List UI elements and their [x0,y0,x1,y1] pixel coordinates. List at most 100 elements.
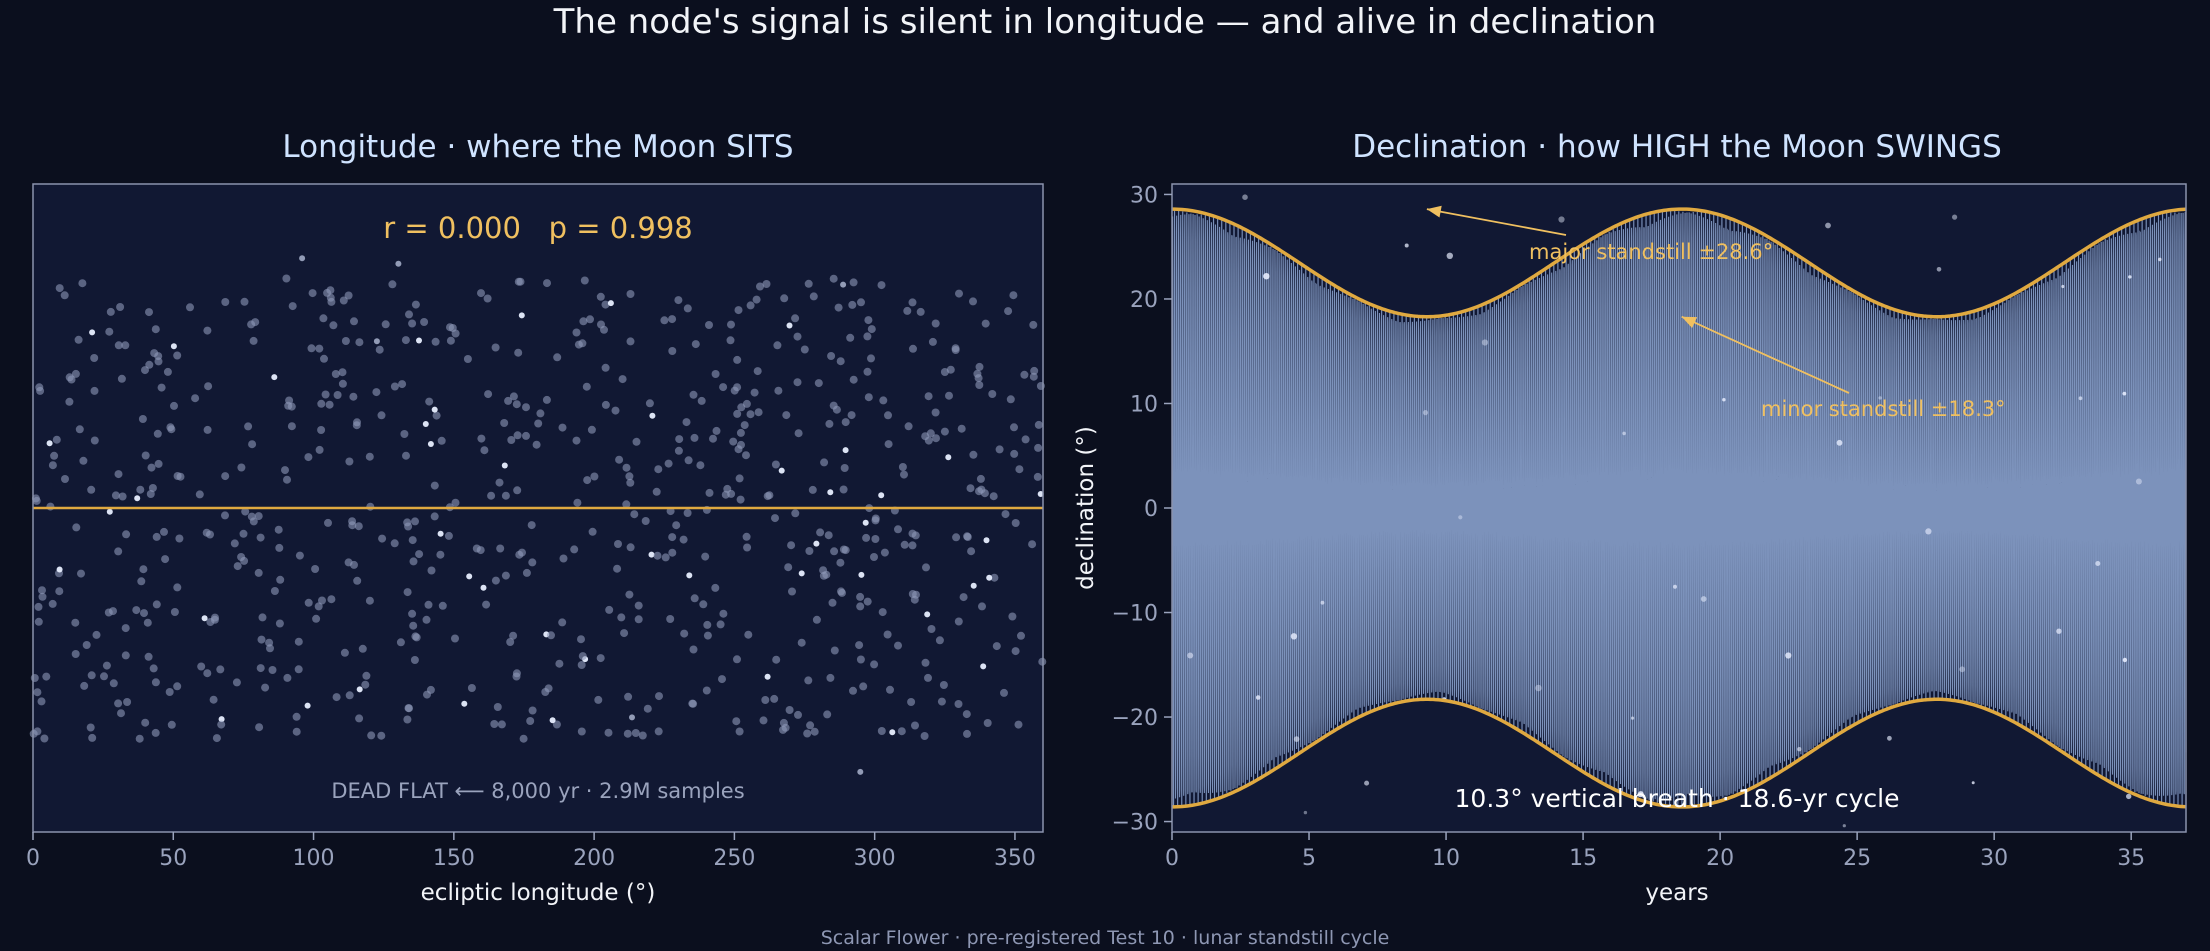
x-tick-label: 300 [854,846,896,871]
longitude-point [420,318,429,326]
longitude-point [940,368,949,376]
longitude-point [705,488,714,497]
longitude-point [1011,647,1020,656]
longitude-point [1015,465,1024,474]
longitude-point [409,621,418,630]
longitude-point [615,455,624,464]
longitude-point [254,512,263,521]
longitude-point [907,698,916,706]
longitude-point [48,599,57,608]
longitude-point [559,554,568,563]
longitude-point [922,563,930,572]
background-point [1558,216,1565,223]
longitude-point [74,335,83,344]
longitude-point [543,279,551,288]
longitude-point [981,319,990,328]
longitude-point [871,535,880,543]
longitude-point [292,712,301,721]
longitude-point [732,717,741,726]
longitude-point [992,642,1001,651]
longitude-point [261,683,270,692]
longitude-point [287,402,296,411]
background-point [1293,736,1300,742]
longitude-point [425,397,434,406]
longitude-point [476,546,485,555]
longitude-point [924,392,933,401]
longitude-point [114,341,123,350]
upper-envelope-line [1171,207,2187,319]
longitude-point [761,696,770,704]
longitude-point [500,419,509,427]
longitude-point [649,412,656,419]
longitude-point [668,533,677,542]
longitude-point [691,340,700,349]
x-tick-label: 0 [1165,846,1179,871]
figure-footer: Scalar Flower · pre-registered Test 10 ·… [820,927,1390,949]
longitude-point [848,300,857,309]
longitude-point [583,476,592,485]
longitude-point [348,521,357,530]
major-standstill-arrowhead [1426,205,1442,218]
longitude-point [617,613,626,622]
longitude-point [672,521,681,530]
longitude-point [304,598,313,607]
longitude-point [577,635,585,644]
longitude-point [173,682,182,691]
longitude-point [703,620,712,629]
longitude-point [990,573,999,582]
longitude-point [711,370,720,378]
longitude-point [344,291,353,300]
longitude-point [513,431,522,440]
longitude-point [773,341,782,350]
longitude-point [924,673,932,682]
longitude-point [157,383,166,392]
longitude-plot-frame [32,183,1044,833]
longitude-point [601,300,610,309]
longitude-point [839,545,848,554]
longitude-point [326,286,335,295]
longitude-point [683,509,692,517]
longitude-point [240,556,249,565]
longitude-point [254,568,263,577]
longitude-point [312,614,321,623]
longitude-point [705,321,713,329]
longitude-point [258,613,267,622]
longitude-point [645,399,654,408]
longitude-point [957,424,966,433]
longitude-point [410,656,419,664]
longitude-point [641,517,650,525]
longitude-point [319,314,328,323]
longitude-point [366,502,375,511]
longitude-point [167,720,176,729]
longitude-point [327,595,336,604]
longitude-point [894,641,902,650]
longitude-point [71,650,80,658]
longitude-point [221,511,229,520]
longitude-point [65,397,74,406]
longitude-point [295,551,304,560]
longitude-point [105,327,114,336]
longitude-point [1008,612,1017,621]
longitude-point [173,351,182,360]
longitude-point [778,467,785,474]
longitude-title: Longitude · where the Moon SITS [282,129,793,165]
longitude-point [408,536,417,545]
longitude-point [804,279,813,288]
longitude-point [547,631,555,640]
longitude-point [878,608,887,617]
longitude-point [136,485,145,494]
longitude-point [846,333,855,342]
longitude-point [689,645,698,654]
background-point [1842,824,1846,828]
longitude-point [422,421,429,427]
longitude-point [1034,443,1043,452]
longitude-point [405,704,413,713]
longitude-point [72,523,81,532]
longitude-point [311,565,320,573]
longitude-point [217,720,226,729]
longitude-point [55,284,64,293]
longitude-point [643,704,652,713]
longitude-point [625,590,634,599]
longitude-point [408,319,417,328]
longitude-point [344,558,353,567]
